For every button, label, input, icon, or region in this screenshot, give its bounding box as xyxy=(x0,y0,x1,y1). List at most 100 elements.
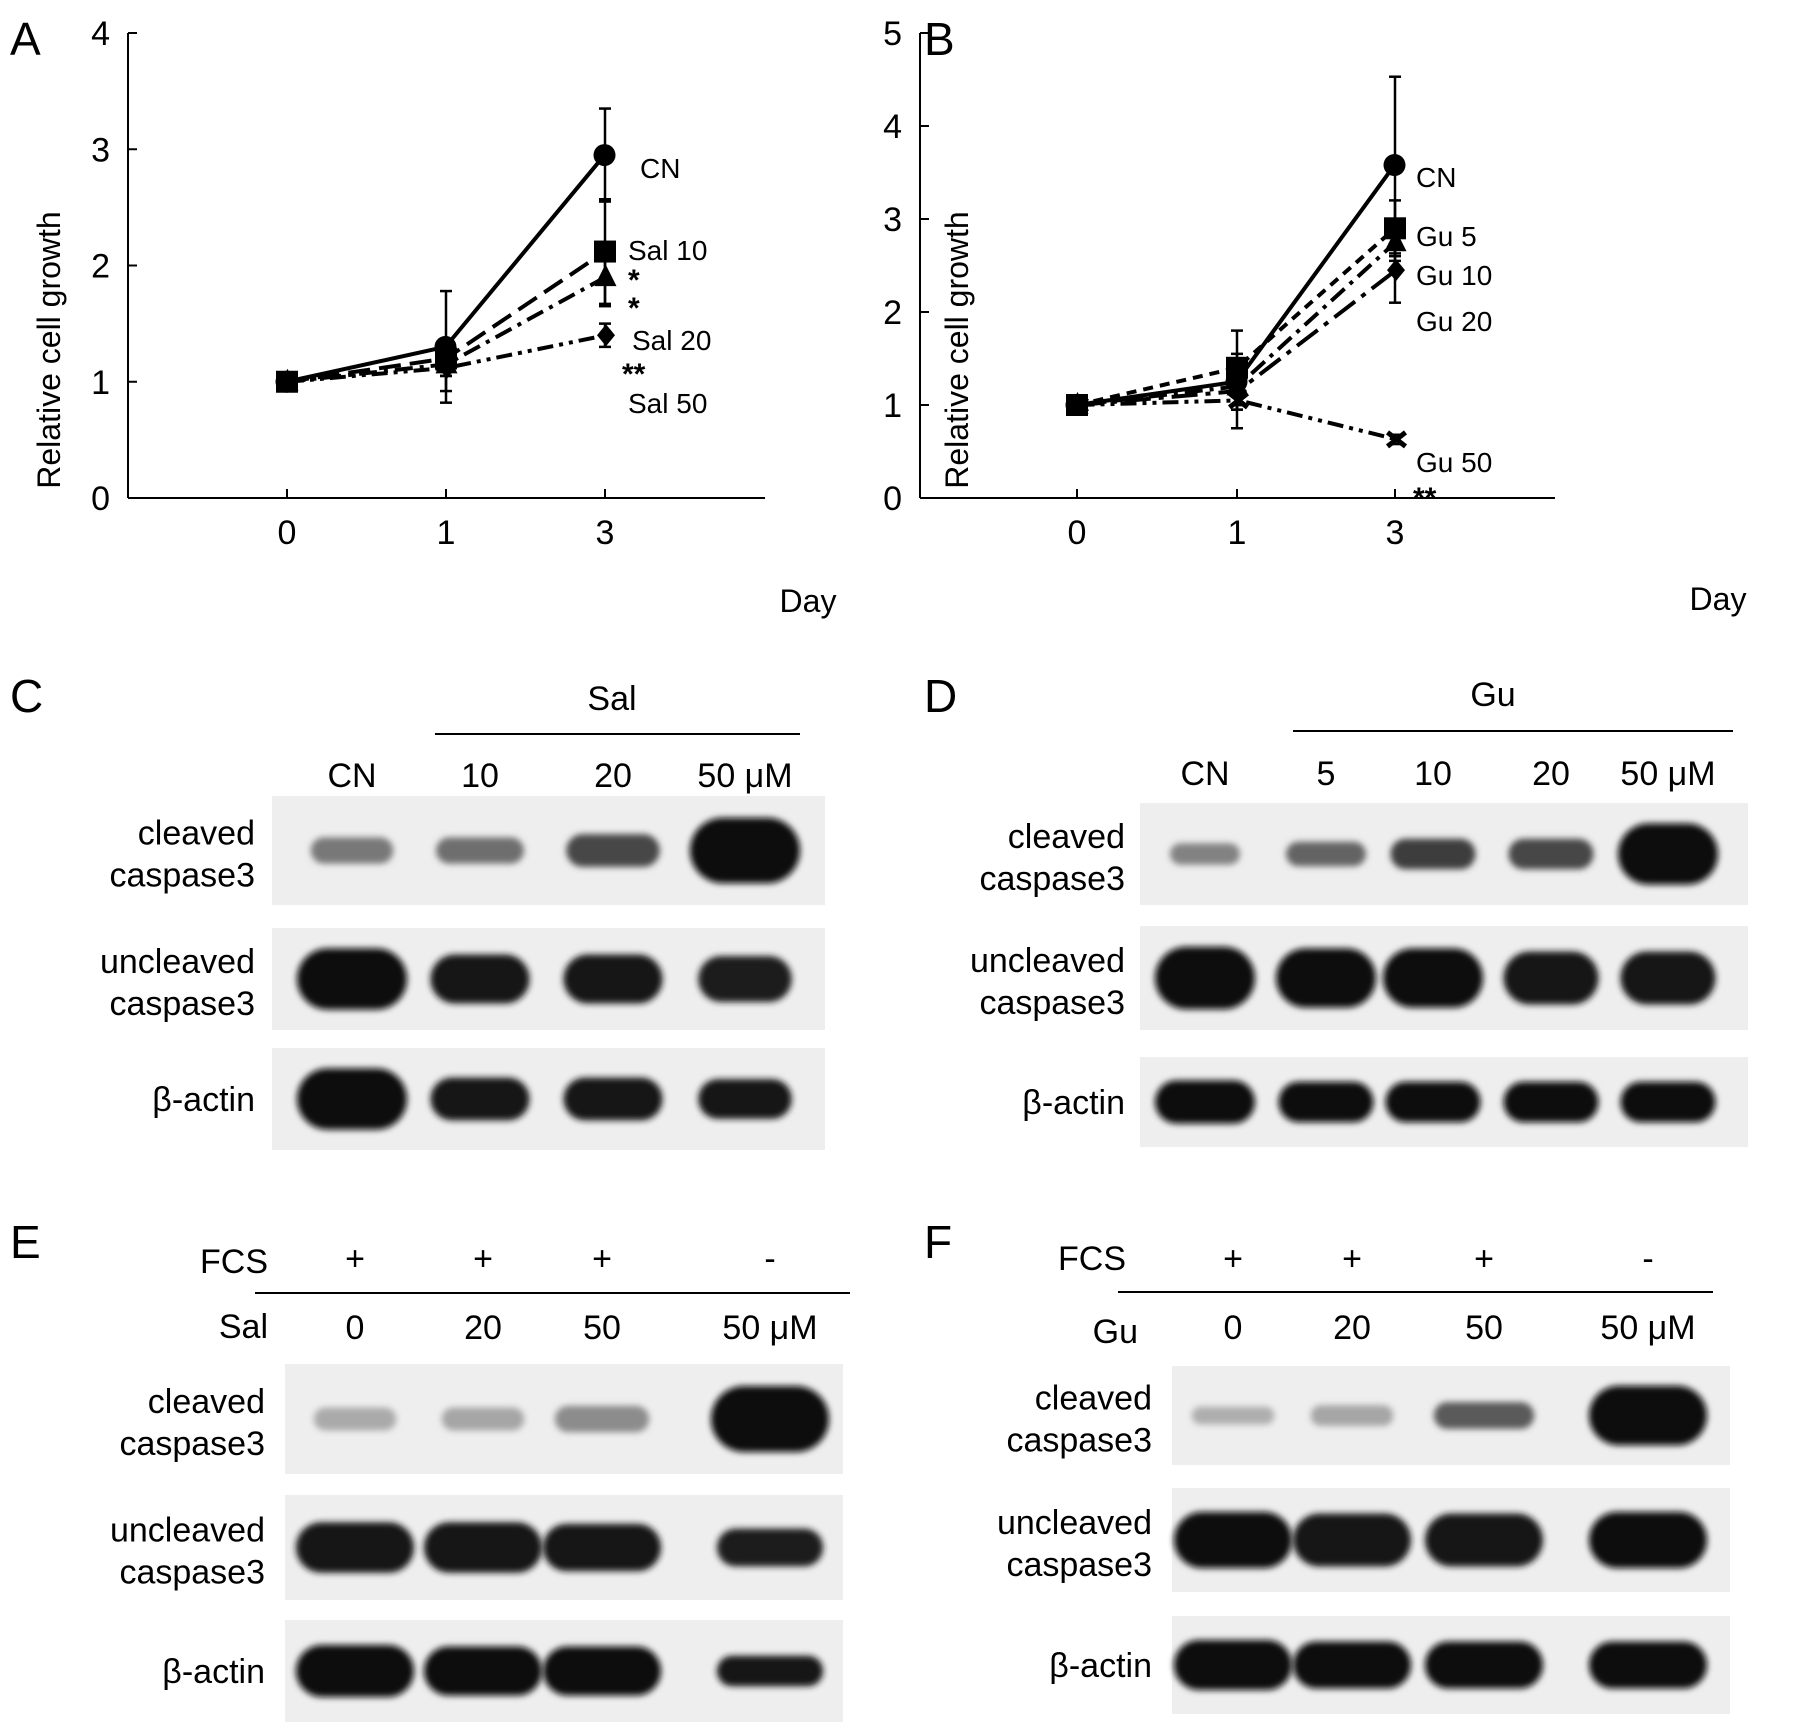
fcs-sign: - xyxy=(764,1240,775,1278)
blot-band xyxy=(1385,1081,1481,1123)
blot-e-fcs-label: FCS xyxy=(200,1243,268,1281)
blot-band xyxy=(566,834,660,867)
x-tick-label: 0 xyxy=(278,514,297,552)
fcs-sign: + xyxy=(592,1240,612,1278)
row-label: β-actin xyxy=(1022,1084,1125,1122)
fcs-sign: + xyxy=(1342,1240,1362,1278)
row-label: caspase3 xyxy=(979,984,1125,1022)
marker-diamond xyxy=(597,324,615,347)
blot-band xyxy=(543,1523,661,1572)
marker-circle xyxy=(1383,154,1406,177)
row-label: cleaved xyxy=(1035,1380,1152,1418)
y-tick-label: 3 xyxy=(883,201,902,239)
series-label: CN xyxy=(640,153,680,184)
x-tick-label: 3 xyxy=(1386,514,1405,552)
blot-band xyxy=(711,1386,829,1452)
blot-e-sal-label: Sal xyxy=(219,1308,268,1346)
blot-band xyxy=(1276,948,1376,1008)
blot-panel-e: FCS Sal + + + - 0 20 50 50 μM cleaved caspase3 unc… xyxy=(110,1240,850,1722)
blot-band xyxy=(716,1655,824,1687)
y-tick-label: 4 xyxy=(91,15,110,53)
blot-band xyxy=(1508,838,1594,870)
blot-band xyxy=(554,1405,650,1433)
row-label: caspase3 xyxy=(109,985,255,1023)
series-label: Gu 20 xyxy=(1416,306,1492,337)
blot-panel-c: Sal CN 10 20 50 μM cleaved caspase3 uncleaved c… xyxy=(100,680,825,1150)
blot-band xyxy=(424,1522,542,1573)
fcs-sign: + xyxy=(1474,1240,1494,1278)
blot-band xyxy=(1174,1511,1292,1569)
blot-band xyxy=(1286,841,1366,867)
dose-label: 50 xyxy=(1465,1309,1503,1347)
panel-letter-b: B xyxy=(924,13,955,65)
blot-c-group-label: Sal xyxy=(587,680,636,718)
row-label: uncleaved xyxy=(110,1512,265,1550)
series-label: CN xyxy=(1416,162,1456,193)
marker-x xyxy=(1385,430,1408,449)
blot-band xyxy=(563,1077,663,1121)
significance-stars: ** xyxy=(1413,482,1437,515)
lane-label: CN xyxy=(327,757,376,795)
panel-letter-a: A xyxy=(10,13,41,65)
series-label: Gu 5 xyxy=(1416,221,1477,252)
panel-letter-c: C xyxy=(10,670,43,722)
blot-band xyxy=(1278,1081,1374,1123)
y-tick-label: 2 xyxy=(91,248,110,286)
blot-band xyxy=(1383,948,1483,1008)
row-label: caspase3 xyxy=(979,860,1125,898)
blot-band xyxy=(563,954,663,1004)
blot-band xyxy=(297,948,407,1010)
blot-band xyxy=(1293,1641,1411,1689)
dose-label: 50 xyxy=(583,1309,621,1347)
blot-f-fcs-label: FCS xyxy=(1058,1240,1126,1278)
x-tick-label: 3 xyxy=(596,514,615,552)
blot-band xyxy=(1293,1513,1411,1567)
blot-band xyxy=(441,1407,525,1431)
chart-b-ylabel: Relative cell growth xyxy=(939,211,975,488)
blot-band xyxy=(1174,1640,1292,1690)
series-label: Gu 50 xyxy=(1416,447,1492,478)
blot-band xyxy=(1620,951,1716,1005)
blot-band xyxy=(716,1528,824,1567)
y-tick-label: 5 xyxy=(883,15,902,53)
blot-band xyxy=(698,1079,792,1119)
blot-band xyxy=(1618,823,1718,885)
blot-band xyxy=(1503,951,1599,1005)
marker-x xyxy=(1227,391,1250,410)
significance-stars: ** xyxy=(622,358,646,391)
fcs-sign: + xyxy=(1223,1240,1243,1278)
blot-band xyxy=(1155,946,1255,1010)
row-label: cleaved xyxy=(148,1383,265,1421)
blot-band xyxy=(1155,1080,1255,1124)
lane-label: 50 μM xyxy=(697,757,792,795)
blot-band xyxy=(296,1522,414,1573)
lane-label: 5 xyxy=(1317,755,1336,793)
blot-band xyxy=(543,1646,661,1696)
blot-band xyxy=(430,1077,530,1121)
row-label: uncleaved xyxy=(970,942,1125,980)
blot-band xyxy=(698,956,792,1002)
blot-band xyxy=(1433,1402,1535,1429)
panel-letter-f: F xyxy=(924,1216,952,1268)
marker-diamond xyxy=(1387,259,1405,282)
marker-x xyxy=(1067,396,1090,414)
dose-label: 20 xyxy=(464,1309,502,1347)
y-tick-label: 1 xyxy=(91,364,110,402)
blot-band xyxy=(430,954,530,1004)
blot-band xyxy=(1589,1511,1707,1569)
row-label: cleaved xyxy=(1008,818,1125,856)
row-label: caspase3 xyxy=(119,1554,265,1592)
blot-band xyxy=(1503,1081,1599,1123)
blot-d-group-label: Gu xyxy=(1470,676,1515,714)
x-tick-label: 1 xyxy=(437,514,456,552)
lane-label: 10 xyxy=(1414,755,1452,793)
blot-panel-f: FCS Gu + + + - 0 20 50 50 μM cleaved caspase3 uncl… xyxy=(997,1240,1730,1714)
row-label: β-actin xyxy=(152,1081,255,1119)
fcs-sign: + xyxy=(473,1240,493,1278)
blot-band xyxy=(313,1407,397,1431)
marker-circle xyxy=(593,144,616,167)
y-tick-label: 3 xyxy=(91,131,110,169)
significance-stars: * xyxy=(628,264,640,297)
x-tick-label: 0 xyxy=(1068,514,1087,552)
lane-label: 50 μM xyxy=(1620,755,1715,793)
